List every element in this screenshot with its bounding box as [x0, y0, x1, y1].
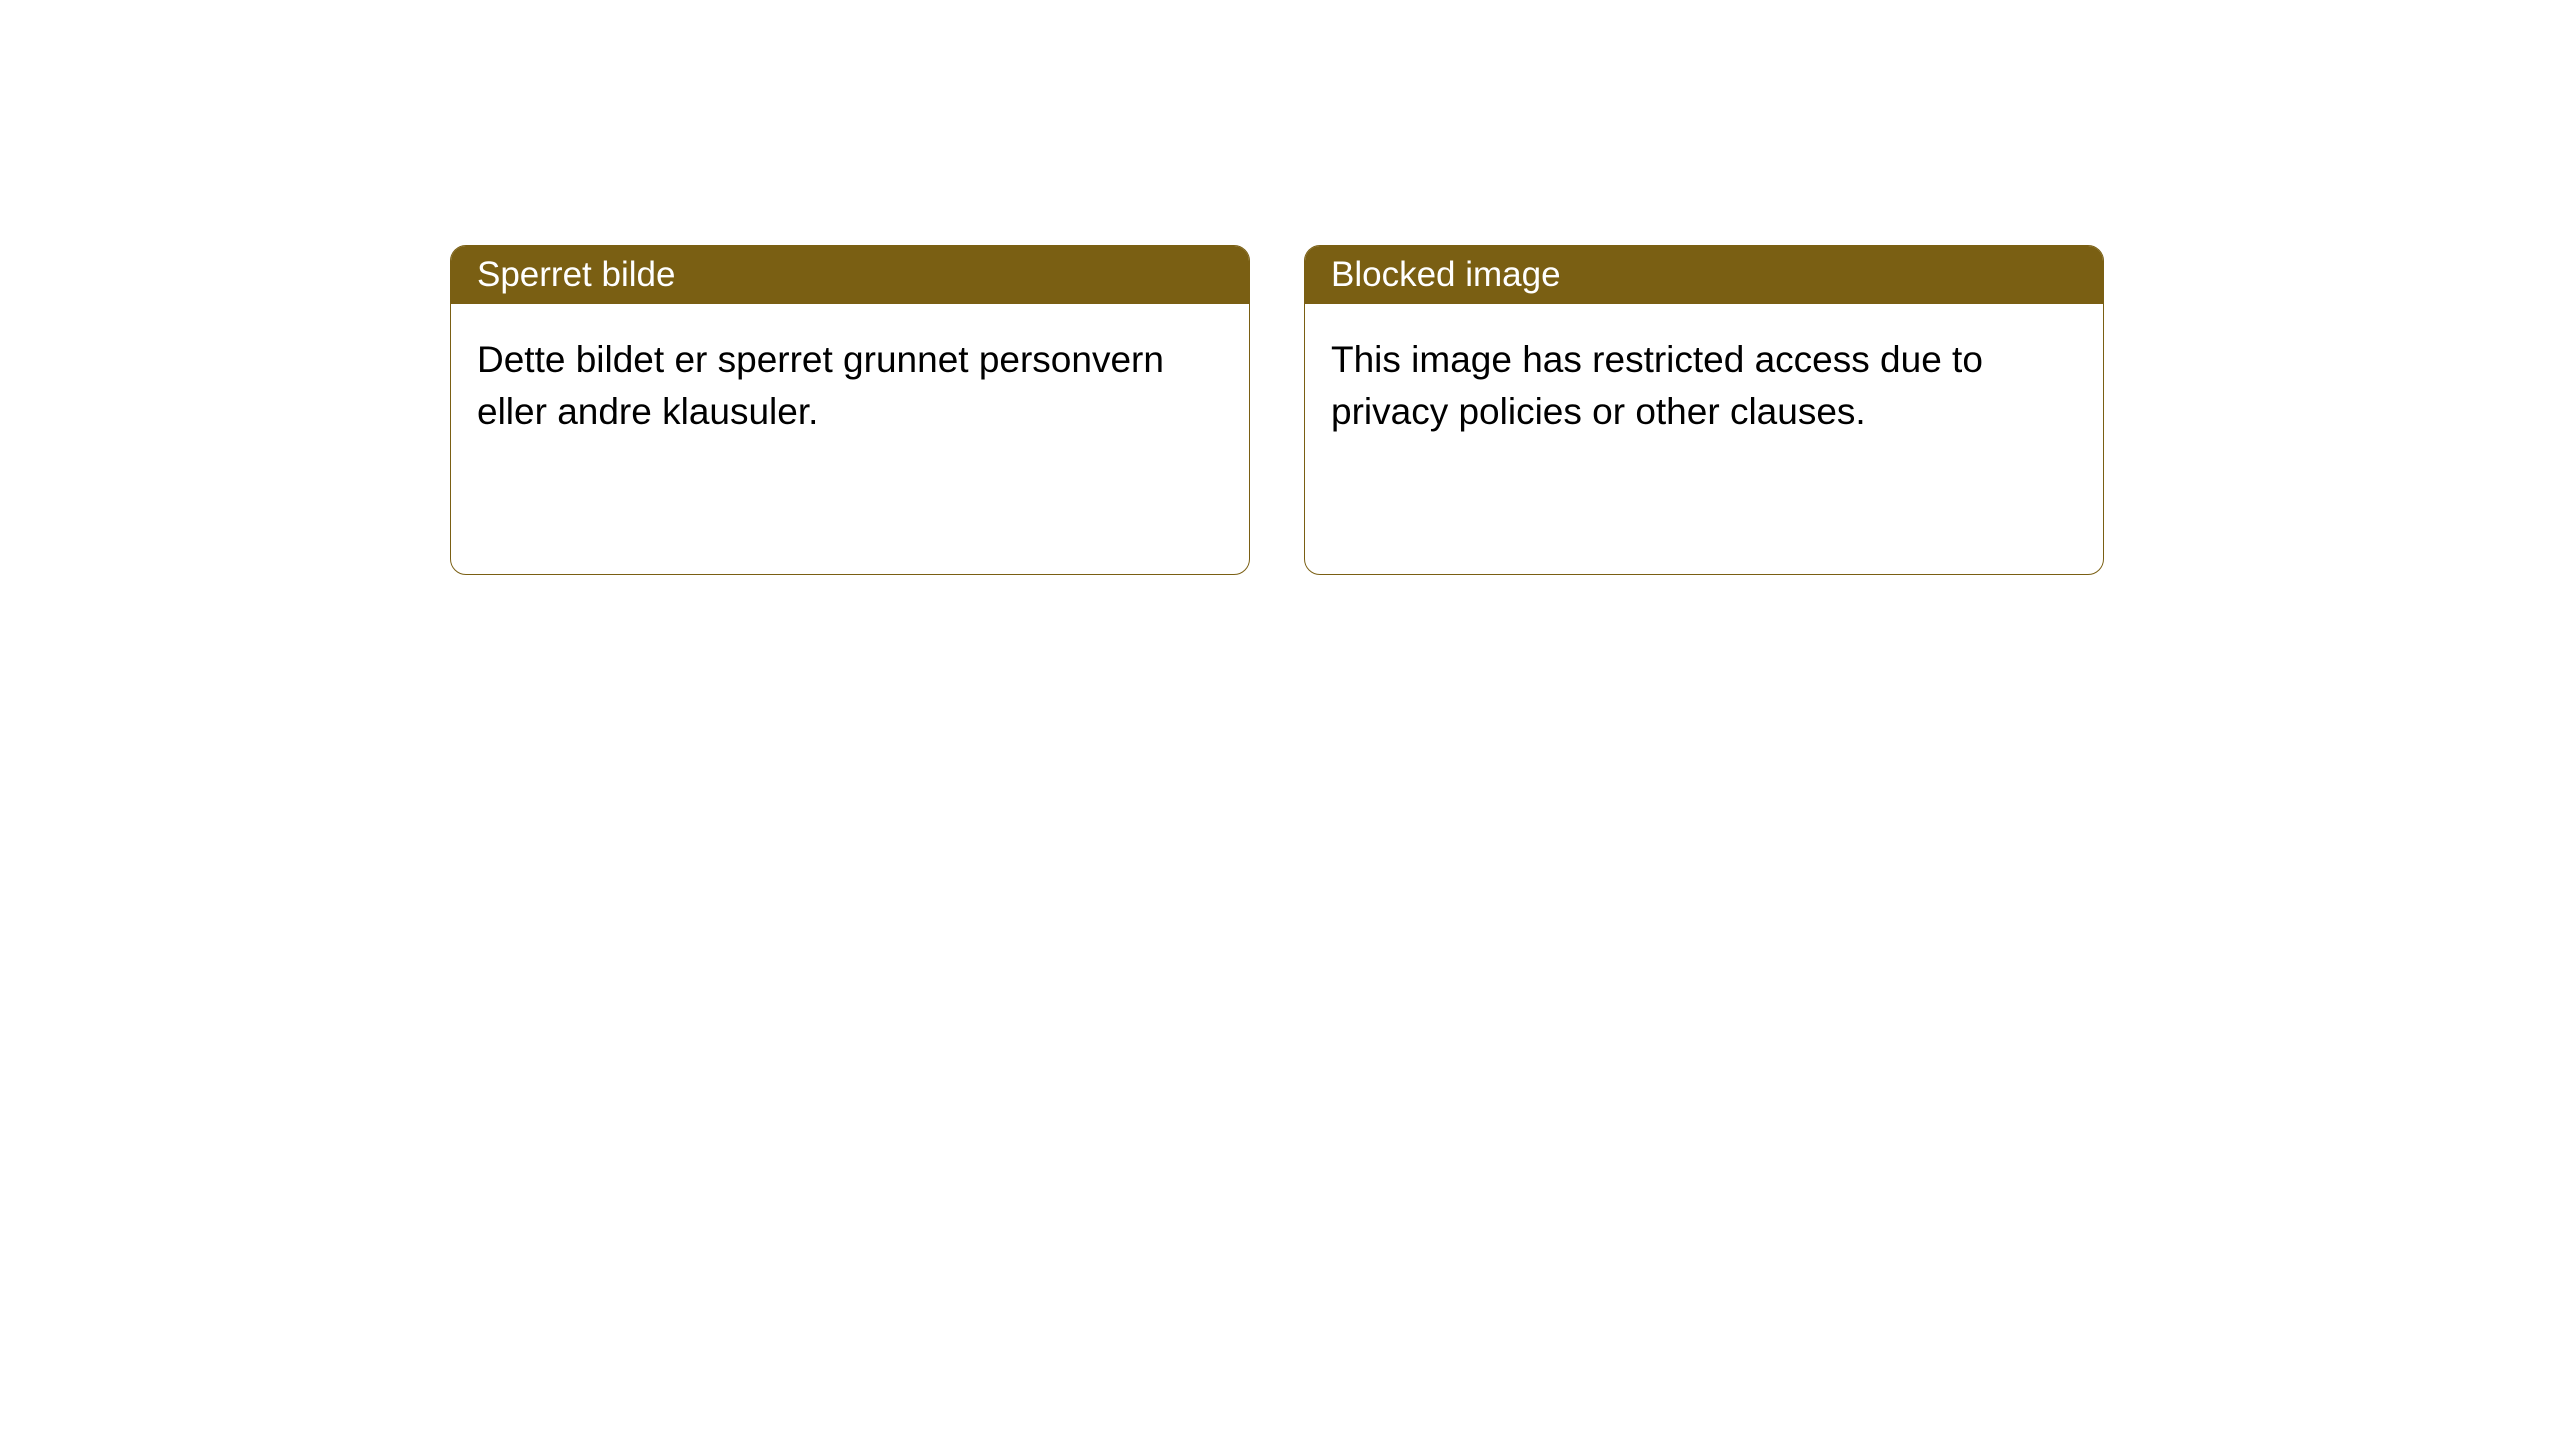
card-header: Sperret bilde: [451, 246, 1249, 304]
blocked-image-card-no: Sperret bilde Dette bildet er sperret gr…: [450, 245, 1250, 575]
card-body: This image has restricted access due to …: [1305, 304, 2103, 468]
card-body-text: This image has restricted access due to …: [1331, 339, 1983, 432]
card-header: Blocked image: [1305, 246, 2103, 304]
cards-container: Sperret bilde Dette bildet er sperret gr…: [450, 245, 2104, 575]
blocked-image-card-en: Blocked image This image has restricted …: [1304, 245, 2104, 575]
card-body: Dette bildet er sperret grunnet personve…: [451, 304, 1249, 468]
card-body-text: Dette bildet er sperret grunnet personve…: [477, 339, 1164, 432]
card-title: Sperret bilde: [477, 255, 675, 294]
card-title: Blocked image: [1331, 255, 1561, 294]
